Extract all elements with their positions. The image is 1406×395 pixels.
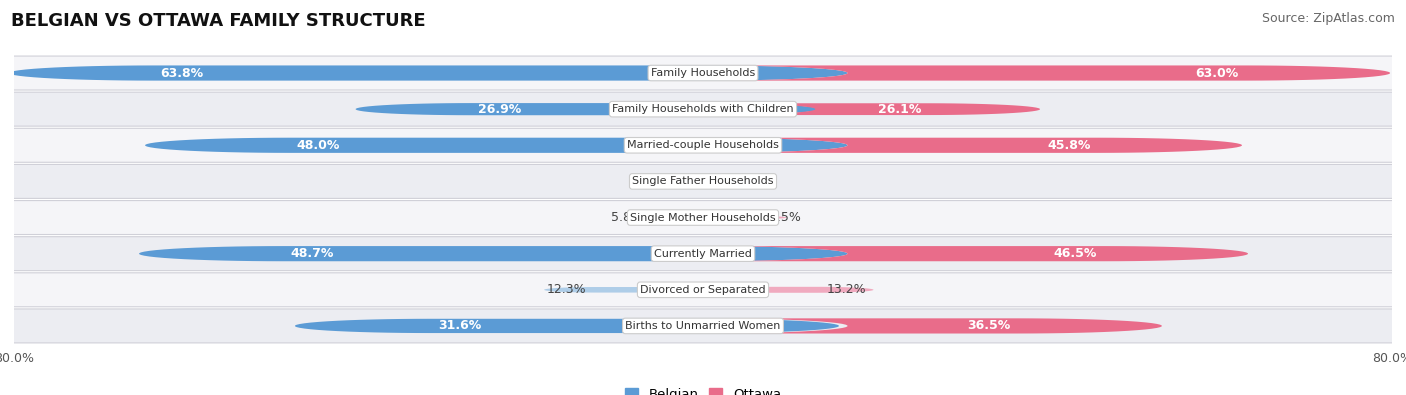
Text: 5.8%: 5.8% — [610, 211, 643, 224]
PathPatch shape — [703, 103, 1040, 115]
Text: 36.5%: 36.5% — [967, 320, 1011, 333]
Text: BELGIAN VS OTTAWA FAMILY STRUCTURE: BELGIAN VS OTTAWA FAMILY STRUCTURE — [11, 12, 426, 30]
Text: Source: ZipAtlas.com: Source: ZipAtlas.com — [1261, 12, 1395, 25]
Text: 12.3%: 12.3% — [547, 283, 586, 296]
Text: 48.7%: 48.7% — [291, 247, 333, 260]
PathPatch shape — [703, 181, 738, 182]
Text: Births to Unmarried Women: Births to Unmarried Women — [626, 321, 780, 331]
PathPatch shape — [544, 287, 756, 293]
FancyBboxPatch shape — [0, 92, 1406, 126]
Text: 63.0%: 63.0% — [1195, 66, 1239, 79]
Text: Divorced or Separated: Divorced or Separated — [640, 285, 766, 295]
FancyBboxPatch shape — [0, 164, 1406, 198]
PathPatch shape — [703, 138, 1241, 153]
Text: 6.5%: 6.5% — [769, 211, 801, 224]
FancyBboxPatch shape — [0, 201, 1406, 235]
PathPatch shape — [703, 66, 1391, 81]
PathPatch shape — [139, 246, 848, 261]
Text: 26.1%: 26.1% — [877, 103, 921, 116]
Text: Single Mother Households: Single Mother Households — [630, 213, 776, 222]
PathPatch shape — [295, 319, 839, 333]
FancyBboxPatch shape — [0, 56, 1406, 90]
Text: 31.6%: 31.6% — [437, 320, 481, 333]
FancyBboxPatch shape — [0, 273, 1406, 307]
PathPatch shape — [145, 138, 848, 153]
FancyBboxPatch shape — [0, 309, 1406, 343]
Text: 2.7%: 2.7% — [737, 175, 769, 188]
FancyBboxPatch shape — [0, 237, 1406, 271]
Text: 2.3%: 2.3% — [641, 175, 673, 188]
PathPatch shape — [703, 246, 1249, 261]
Text: Family Households: Family Households — [651, 68, 755, 78]
Text: Single Father Households: Single Father Households — [633, 177, 773, 186]
PathPatch shape — [703, 287, 873, 293]
Text: 26.9%: 26.9% — [478, 103, 522, 116]
PathPatch shape — [8, 66, 848, 81]
Text: Married-couple Households: Married-couple Households — [627, 140, 779, 150]
Text: 13.2%: 13.2% — [827, 283, 866, 296]
PathPatch shape — [628, 216, 728, 219]
PathPatch shape — [673, 181, 713, 182]
Text: 46.5%: 46.5% — [1053, 247, 1097, 260]
Legend: Belgian, Ottawa: Belgian, Ottawa — [620, 383, 786, 395]
Text: 45.8%: 45.8% — [1047, 139, 1091, 152]
PathPatch shape — [703, 318, 1161, 333]
FancyBboxPatch shape — [0, 128, 1406, 162]
Text: 48.0%: 48.0% — [297, 139, 340, 152]
Text: 63.8%: 63.8% — [160, 66, 204, 79]
Text: Family Households with Children: Family Households with Children — [612, 104, 794, 114]
PathPatch shape — [703, 216, 787, 219]
Text: Currently Married: Currently Married — [654, 249, 752, 259]
PathPatch shape — [356, 103, 818, 115]
